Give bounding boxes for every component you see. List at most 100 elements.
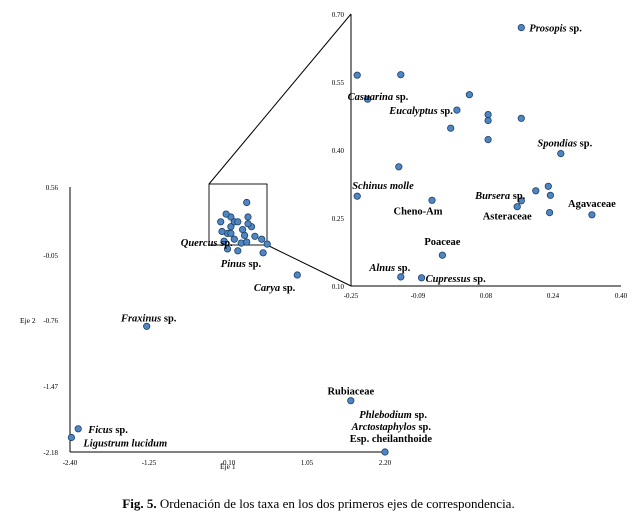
point-label: Cheno-Am bbox=[394, 206, 443, 217]
labeled-data-point bbox=[347, 397, 355, 405]
main-x-tick: 2.20 bbox=[379, 459, 392, 467]
point-label: Pinus sp. bbox=[221, 259, 262, 270]
main-labels: Quercus sp. Pinus sp. Carya sp. Fraxinus sp… bbox=[82, 238, 374, 449]
zoom-box bbox=[208, 183, 268, 246]
data-point bbox=[546, 191, 555, 199]
labeled-data-point bbox=[363, 95, 372, 103]
labeled-data-point bbox=[381, 448, 389, 456]
inset-points bbox=[353, 23, 596, 282]
labeled-data-point bbox=[438, 251, 446, 259]
inset-labels: Prosopis sp. Casuarina sp. Eucalyptus sp. S… bbox=[348, 24, 617, 285]
annotation-normal: sp. bbox=[416, 422, 432, 433]
labeled-data-point bbox=[74, 425, 82, 433]
annotation-italic: Arctostaphylos bbox=[351, 422, 416, 433]
annotation-phlebodium: Phlebodium sp. bbox=[359, 410, 427, 421]
data-point bbox=[484, 136, 492, 144]
labeled-data-point bbox=[517, 23, 525, 32]
inset-x-ticks: -0.25 -0.09 0.08 0.24 0.40 bbox=[344, 292, 628, 300]
zoom-connector-top bbox=[208, 13, 352, 185]
inset-x-tick: -0.25 bbox=[344, 292, 359, 300]
annotation-italic: Phlebodium bbox=[359, 410, 412, 421]
data-point bbox=[251, 232, 259, 240]
inset-x-tick: 0.40 bbox=[615, 292, 628, 300]
point-label: Ligustrum lucidum bbox=[82, 439, 167, 450]
point-label: Casuarina sp. bbox=[348, 92, 409, 103]
inset-y-ticks: 0.70 0.55 0.40 0.25 0.10 bbox=[332, 11, 345, 291]
inset-y-tick: 0.70 bbox=[332, 11, 345, 19]
data-point bbox=[395, 163, 403, 171]
point-label: Poaceae bbox=[424, 237, 460, 248]
data-point bbox=[263, 240, 271, 248]
main-x-tick: -1.25 bbox=[142, 459, 157, 467]
data-point bbox=[517, 114, 525, 122]
data-point bbox=[217, 218, 225, 226]
main-x-tick: 1.05 bbox=[301, 459, 314, 467]
labeled-data-point bbox=[428, 196, 436, 204]
labeled-data-point bbox=[417, 274, 426, 282]
point-label: Quercus sp. bbox=[181, 238, 233, 249]
data-point bbox=[222, 210, 230, 218]
point-label: Prosopis sp. bbox=[529, 24, 582, 35]
labeled-data-point bbox=[517, 197, 525, 205]
labeled-data-point bbox=[243, 238, 251, 246]
labeled-data-point bbox=[259, 249, 267, 257]
inset-y-tick: 0.40 bbox=[332, 147, 345, 155]
labeled-data-point bbox=[557, 150, 565, 158]
data-point bbox=[223, 245, 232, 253]
main-y-tick: -0.05 bbox=[43, 252, 58, 260]
main-y-tick: -1.47 bbox=[43, 383, 58, 391]
data-point bbox=[544, 182, 552, 190]
inset-x-tick: 0.24 bbox=[547, 292, 560, 300]
point-label: Fraxinus sp. bbox=[120, 313, 177, 324]
main-x-ticks: -2.40 -1.25 -0.10 1.05 2.20 bbox=[63, 459, 392, 467]
point-label: Eucalyptus sp. bbox=[388, 106, 453, 117]
point-label: Spondias sp. bbox=[537, 139, 592, 150]
y-axis-title: Eje 2 bbox=[20, 316, 36, 325]
data-point bbox=[241, 231, 249, 239]
x-axis-title: Eje 1 bbox=[220, 462, 236, 471]
data-point bbox=[234, 247, 242, 255]
labeled-data-point bbox=[513, 203, 521, 211]
main-points bbox=[67, 198, 389, 456]
figure-caption: Fig. 5. Ordenación de los taxa en los do… bbox=[0, 496, 637, 512]
point-label: Ficus sp. bbox=[87, 425, 128, 436]
labeled-data-point bbox=[397, 273, 405, 281]
main-y-tick: -2.18 bbox=[43, 449, 58, 457]
zoom-connector-bottom bbox=[266, 244, 352, 287]
data-point bbox=[532, 187, 540, 195]
data-point bbox=[244, 220, 252, 228]
data-point bbox=[545, 209, 554, 217]
annotation-normal: Esp. cheilanthoide bbox=[350, 434, 433, 445]
caption-text: Ordenación de los taxa en los dos primer… bbox=[156, 496, 515, 511]
annotation-cheilanthoide: Esp. cheilanthoide bbox=[350, 434, 433, 445]
point-label: Alnus sp. bbox=[368, 263, 410, 274]
data-point bbox=[220, 237, 228, 245]
data-point bbox=[230, 235, 238, 243]
point-label: Cupressus sp. bbox=[426, 274, 487, 285]
point-label: Bursera sp. bbox=[474, 191, 526, 202]
inset-x-tick: -0.09 bbox=[411, 292, 426, 300]
point-label: Carya sp. bbox=[254, 283, 296, 294]
data-point bbox=[244, 213, 252, 221]
inset-y-tick: 0.25 bbox=[332, 215, 345, 223]
annotation-arctostaphylos: Arctostaphylos sp. bbox=[351, 422, 432, 433]
main-y-ticks: 0.56 -0.05 -0.76 -1.47 -2.18 bbox=[43, 184, 58, 457]
labeled-data-point bbox=[143, 322, 151, 330]
point-label: Agavaceae bbox=[568, 199, 616, 210]
data-point bbox=[234, 218, 242, 226]
main-x-tick: -0.10 bbox=[221, 459, 236, 467]
data-point bbox=[465, 91, 473, 99]
data-point bbox=[484, 116, 492, 125]
data-point bbox=[353, 71, 361, 79]
data-point bbox=[484, 111, 492, 119]
inset-y-tick: 0.10 bbox=[332, 283, 345, 291]
data-point bbox=[227, 229, 235, 237]
main-y-tick: 0.56 bbox=[46, 184, 59, 192]
point-label: Rubiaceae bbox=[327, 387, 374, 398]
annotation-normal: sp. bbox=[412, 410, 428, 421]
main-y-tick: -0.76 bbox=[43, 317, 58, 325]
point-label: Schinus molle bbox=[352, 181, 414, 192]
labeled-data-point bbox=[293, 271, 301, 279]
data-point bbox=[447, 124, 455, 132]
